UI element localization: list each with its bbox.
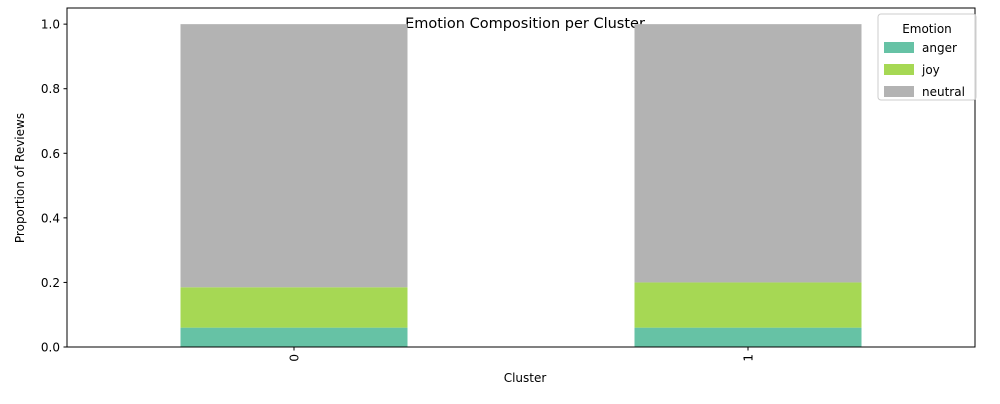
legend-label-anger: anger <box>922 41 957 55</box>
legend: Emotion anger joy neutral <box>877 13 977 101</box>
plot-frame <box>66 7 976 348</box>
bar-neutral-cluster-0 <box>180 24 408 288</box>
y-tick-label: 0.0 <box>41 341 60 355</box>
bar-neutral-cluster-1 <box>634 24 862 283</box>
legend-swatch-joy <box>884 64 914 75</box>
legend-title: Emotion <box>902 22 952 36</box>
y-axis: 0.0 0.2 0.4 0.6 0.8 1.0 <box>41 18 67 355</box>
legend-entries: anger joy neutral <box>884 41 965 99</box>
bar-anger-cluster-0 <box>180 327 408 347</box>
bar-joy-cluster-0 <box>180 287 408 328</box>
y-tick-label: 0.6 <box>41 147 60 161</box>
x-axis-label: Cluster <box>504 371 547 385</box>
chart-title: Emotion Composition per Cluster <box>405 16 645 32</box>
legend-label-joy: joy <box>921 63 940 77</box>
legend-swatch-anger <box>884 42 914 53</box>
y-tick-label: 0.4 <box>41 211 60 225</box>
x-tick-label: 0 <box>288 354 302 362</box>
y-axis-label: Proportion of Reviews <box>13 113 27 243</box>
legend-label-neutral: neutral <box>922 85 965 99</box>
legend-swatch-neutral <box>884 86 914 97</box>
bar-anger-cluster-1 <box>634 327 862 347</box>
y-tick-label: 0.2 <box>41 276 60 290</box>
legend-box <box>877 13 977 101</box>
x-tick-label: 1 <box>742 354 756 362</box>
bars-layer <box>180 24 862 347</box>
y-tick-label: 0.8 <box>41 82 60 96</box>
y-tick-label: 1.0 <box>41 18 60 32</box>
bar-joy-cluster-1 <box>634 282 862 328</box>
